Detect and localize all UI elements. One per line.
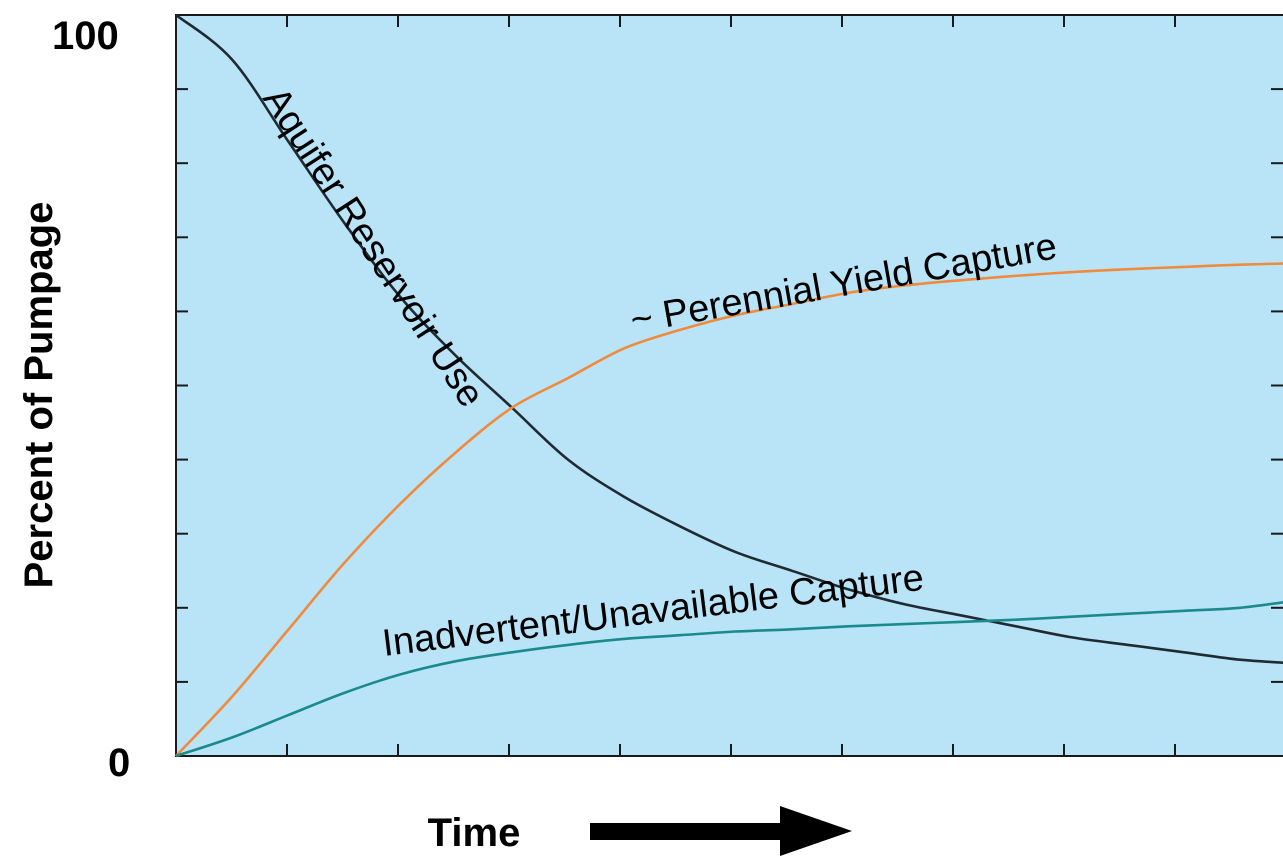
series-layer <box>175 13 1283 758</box>
series-line-perennial <box>175 262 1283 757</box>
axis-ticks <box>176 15 1283 756</box>
series-line-aquifer <box>175 13 1283 664</box>
series-line-inadvertent <box>175 600 1283 758</box>
y-tick-label-top: 100 <box>52 14 119 58</box>
y-tick-label-bottom: 0 <box>108 741 130 785</box>
x-axis-label: Time <box>428 811 521 855</box>
plot-area <box>175 14 1283 757</box>
y-axis-label: Percent of Pumpage <box>17 202 61 589</box>
time-arrow-icon <box>590 806 852 856</box>
